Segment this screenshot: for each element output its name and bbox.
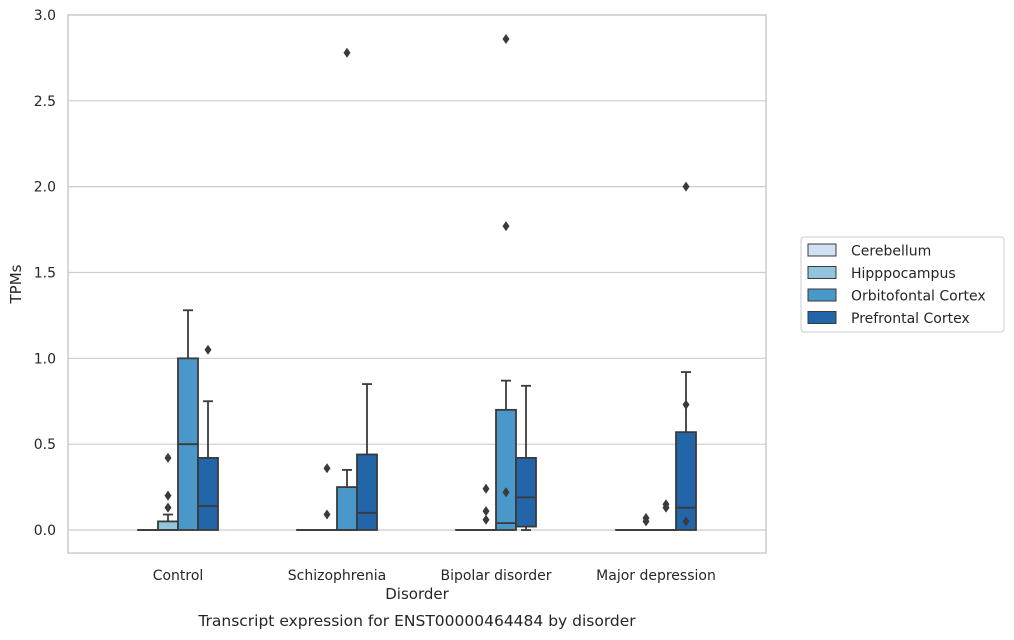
box-orbitofontal-cortex <box>336 47 358 531</box>
outlier-point <box>682 181 690 192</box>
box-orbitofontal-cortex <box>495 34 517 531</box>
y-tick-label: 3.0 <box>34 8 56 24</box>
y-tick-label: 2.0 <box>34 180 56 196</box>
box-hipppocampus <box>475 483 497 531</box>
legend-swatch <box>807 243 837 257</box>
box-body <box>356 453 378 531</box>
x-tick-label: Bipolar disorder <box>440 568 551 584</box>
legend: Cerebellum Hipppocampus Orbitofontal Corte… <box>800 236 1005 333</box>
outlier-point <box>682 399 690 410</box>
x-axis-label: Disorder <box>385 585 449 603</box>
legend-swatch <box>807 288 837 302</box>
outlier-point <box>482 483 490 494</box>
outlier-point <box>323 509 331 520</box>
outlier-point <box>502 34 510 45</box>
box-body <box>495 408 517 531</box>
outlier-point <box>482 514 490 525</box>
outlier-point <box>164 490 172 501</box>
box-body <box>197 456 219 531</box>
legend-label: Prefrontal Cortex <box>851 311 970 327</box>
outlier-point <box>682 516 690 527</box>
box-prefrontal-cortex <box>356 383 378 531</box>
outlier-point <box>502 221 510 232</box>
outlier-point <box>482 506 490 517</box>
y-tick-label: 0.0 <box>34 523 56 539</box>
outlier-point <box>343 47 351 58</box>
x-tick-label: Schizophrenia <box>288 568 386 584</box>
legend-label: Cerebellum <box>851 244 931 260</box>
box-hipppocampus <box>316 463 338 531</box>
y-tick-label: 1.5 <box>34 265 56 281</box>
gridlines <box>68 14 766 531</box>
legend-label: Hipppocampus <box>851 266 956 282</box>
y-axis-label: TPMs <box>7 264 25 304</box>
y-tick-label: 1.0 <box>34 351 56 367</box>
box-orbitofontal-cortex <box>655 499 677 531</box>
chart-title: Transcript expression for ENST0000046448… <box>197 612 636 630</box>
box-prefrontal-cortex <box>515 384 537 531</box>
outlier-point <box>164 452 172 463</box>
plot-area-frame <box>67 14 767 554</box>
box-prefrontal-cortex <box>197 344 219 531</box>
outlier-point <box>642 512 650 523</box>
box-plots <box>137 34 697 531</box>
box-body <box>515 456 537 528</box>
legend-swatch <box>807 311 837 324</box>
outlier-point <box>204 344 212 355</box>
legend-frame <box>800 236 1005 333</box>
box-prefrontal-cortex <box>675 181 697 531</box>
box-hipppocampus <box>635 512 657 531</box>
box-body <box>675 431 697 531</box>
y-tick-label: 2.5 <box>34 94 56 110</box>
y-tick-label: 0.5 <box>34 437 56 453</box>
x-tick-label: Major depression <box>596 568 716 584</box>
outlier-point <box>662 499 670 510</box>
x-axis-ticks: Control Schizophrenia Bipolar disorder Majo… <box>153 568 716 584</box>
legend-label: Orbitofontal Cortex <box>851 289 986 305</box>
box-hipppocampus <box>157 452 179 531</box>
outlier-point <box>164 502 172 513</box>
legend-swatch <box>807 266 837 279</box>
y-axis-ticks: 0.0 0.5 1.0 1.5 2.0 2.5 3.0 <box>34 8 56 539</box>
box-body <box>336 486 358 531</box>
box-orbitofontal-cortex <box>177 309 199 531</box>
box-body <box>157 520 179 531</box>
outlier-point <box>323 463 331 474</box>
x-tick-label: Control <box>153 568 204 584</box>
outlier-point <box>502 487 510 498</box>
